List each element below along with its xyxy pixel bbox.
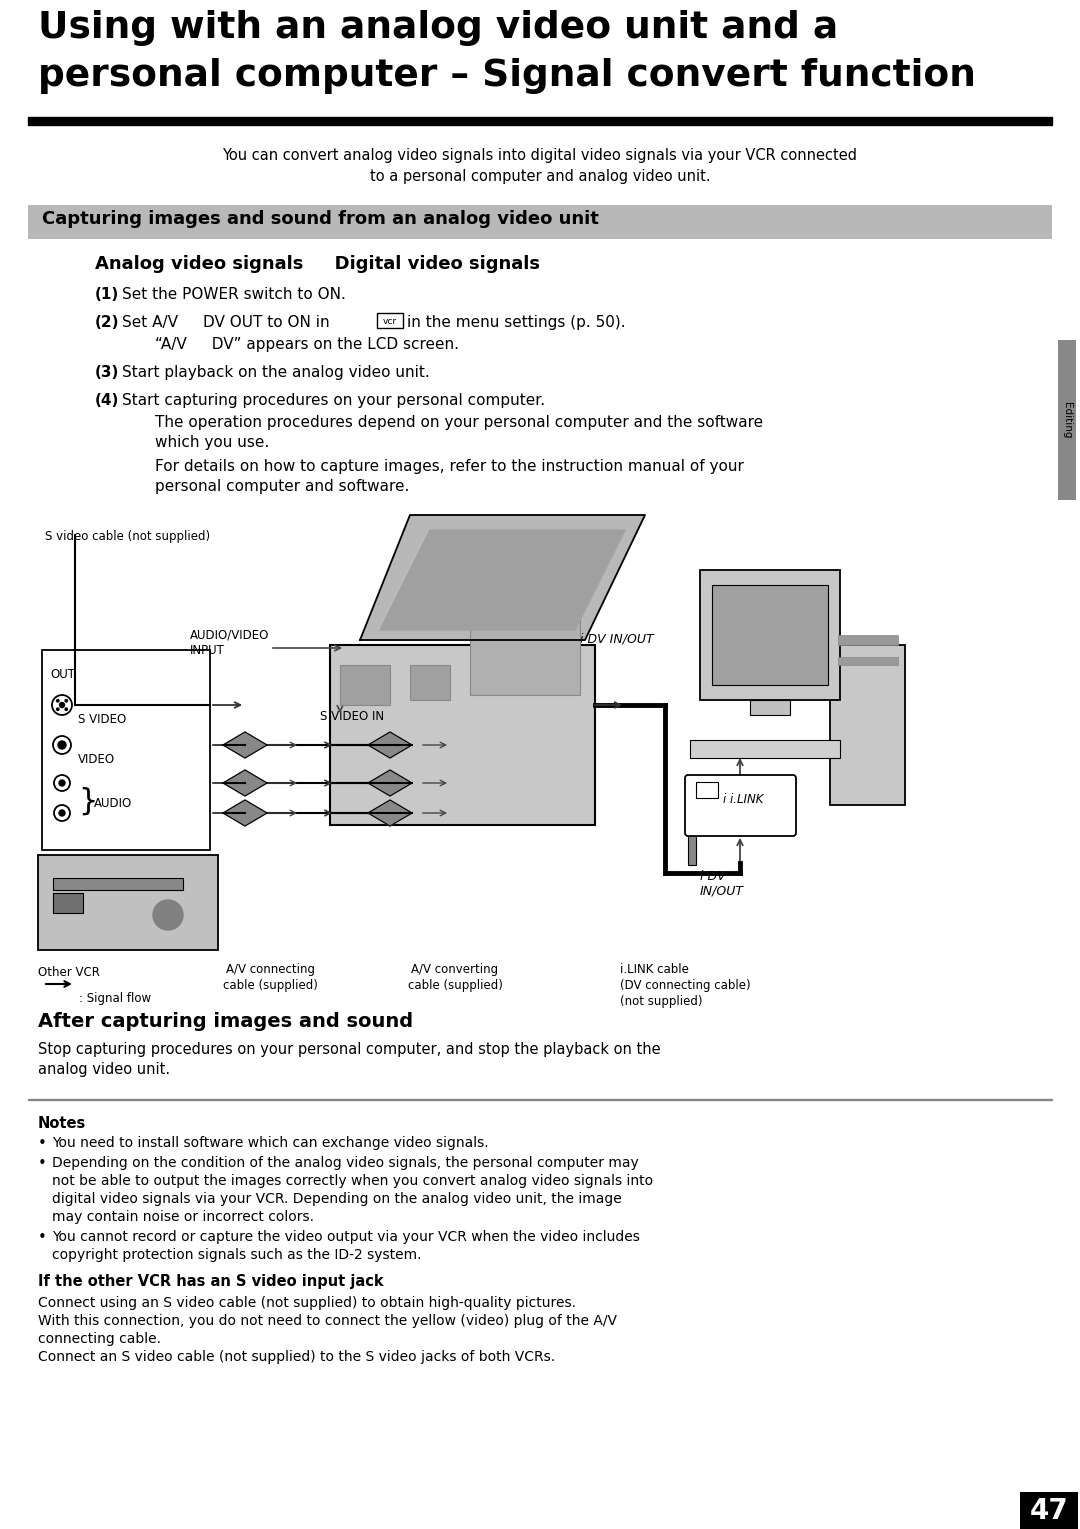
Text: If the other VCR has an S video input jack: If the other VCR has an S video input ja… — [38, 1274, 383, 1289]
Bar — [28, 205, 1052, 239]
Text: i i.LINK: i i.LINK — [723, 794, 764, 806]
Bar — [410, 665, 450, 700]
Polygon shape — [222, 800, 267, 826]
Text: copyright protection signals such as the ID-2 system.: copyright protection signals such as the… — [52, 1248, 421, 1261]
Text: A/V connecting
cable (supplied): A/V connecting cable (supplied) — [222, 963, 318, 992]
Text: }: } — [78, 787, 97, 816]
Bar — [700, 570, 840, 700]
Polygon shape — [222, 771, 267, 797]
Text: : Signal flow: : Signal flow — [79, 992, 151, 1005]
Bar — [53, 893, 83, 913]
Text: vcr: vcr — [383, 317, 397, 326]
Text: not be able to output the images correctly when you convert analog video signals: not be able to output the images correct… — [52, 1174, 653, 1188]
Text: personal computer and software.: personal computer and software. — [156, 479, 409, 494]
Text: S video cable (not supplied): S video cable (not supplied) — [45, 531, 211, 543]
Text: Analog video signals     Digital video signals: Analog video signals Digital video signa… — [95, 255, 540, 274]
Text: Start playback on the analog video unit.: Start playback on the analog video unit. — [122, 365, 430, 381]
Text: personal computer – Signal convert function: personal computer – Signal convert funct… — [38, 58, 976, 93]
Bar — [838, 657, 897, 665]
Text: Other VCR: Other VCR — [38, 966, 99, 979]
Circle shape — [153, 901, 183, 930]
Bar — [831, 645, 905, 804]
Bar — [1020, 1492, 1078, 1529]
Bar — [750, 700, 789, 716]
Bar — [470, 586, 580, 696]
Text: (2): (2) — [95, 315, 120, 330]
Polygon shape — [380, 531, 625, 630]
Text: Start capturing procedures on your personal computer.: Start capturing procedures on your perso… — [122, 393, 545, 408]
Text: Using with an analog video unit and a: Using with an analog video unit and a — [38, 11, 838, 46]
Text: in the menu settings (p. 50).: in the menu settings (p. 50). — [407, 315, 625, 330]
Text: (1): (1) — [95, 287, 119, 303]
Text: Stop capturing procedures on your personal computer, and stop the playback on th: Stop capturing procedures on your person… — [38, 1041, 661, 1057]
Circle shape — [65, 700, 67, 702]
Text: •: • — [38, 1229, 46, 1245]
Bar — [42, 650, 210, 850]
Text: (3): (3) — [95, 365, 120, 381]
Bar — [28, 118, 1052, 125]
Text: 47: 47 — [1029, 1497, 1068, 1524]
Text: Editing: Editing — [1062, 402, 1072, 439]
Text: After capturing images and sound: After capturing images and sound — [38, 1012, 414, 1031]
Polygon shape — [368, 771, 411, 797]
Text: S VIDEO: S VIDEO — [78, 713, 126, 726]
Text: Connect an S video cable (not supplied) to the S video jacks of both VCRs.: Connect an S video cable (not supplied) … — [38, 1350, 555, 1364]
Bar — [53, 878, 183, 890]
Bar — [696, 781, 718, 798]
Text: AUDIO: AUDIO — [94, 797, 132, 810]
Text: For details on how to capture images, refer to the instruction manual of your: For details on how to capture images, re… — [156, 459, 744, 474]
Text: i DV IN/OUT: i DV IN/OUT — [580, 631, 653, 645]
Text: may contain noise or incorrect colors.: may contain noise or incorrect colors. — [52, 1209, 314, 1225]
Text: AUDIO/VIDEO
INPUT: AUDIO/VIDEO INPUT — [190, 628, 269, 657]
Text: S VIDEO IN: S VIDEO IN — [320, 709, 384, 723]
Text: Connect using an S video cable (not supplied) to obtain high-quality pictures.: Connect using an S video cable (not supp… — [38, 1297, 576, 1310]
Text: A/V converting
cable (supplied): A/V converting cable (supplied) — [407, 963, 502, 992]
Circle shape — [59, 780, 65, 786]
Text: i DV
IN/OUT: i DV IN/OUT — [700, 870, 744, 898]
Circle shape — [56, 708, 59, 711]
Text: You need to install software which can exchange video signals.: You need to install software which can e… — [52, 1136, 488, 1150]
Bar — [330, 645, 595, 826]
Bar — [690, 740, 840, 758]
Bar — [838, 635, 897, 645]
Circle shape — [59, 702, 65, 708]
Text: Set the POWER switch to ON.: Set the POWER switch to ON. — [122, 287, 346, 303]
Text: Capturing images and sound from an analog video unit: Capturing images and sound from an analo… — [42, 209, 599, 228]
Bar — [38, 855, 218, 950]
Text: Notes: Notes — [38, 1116, 86, 1131]
Bar — [712, 586, 828, 685]
Bar — [377, 313, 403, 329]
Polygon shape — [368, 732, 411, 758]
Circle shape — [59, 810, 65, 816]
Circle shape — [58, 742, 66, 749]
Text: analog video unit.: analog video unit. — [38, 1063, 171, 1076]
Text: You cannot record or capture the video output via your VCR when the video includ: You cannot record or capture the video o… — [52, 1229, 639, 1245]
Text: OUT: OUT — [50, 668, 75, 680]
Circle shape — [56, 700, 59, 702]
Polygon shape — [368, 800, 411, 826]
FancyBboxPatch shape — [685, 775, 796, 836]
Bar — [1058, 339, 1076, 500]
Text: VIDEO: VIDEO — [78, 752, 116, 766]
Text: You can convert analog video signals into digital video signals via your VCR con: You can convert analog video signals int… — [222, 148, 858, 183]
Text: i.LINK cable
(DV connecting cable)
(not supplied): i.LINK cable (DV connecting cable) (not … — [620, 963, 751, 1008]
Text: (4): (4) — [95, 393, 120, 408]
Bar — [340, 665, 390, 705]
Bar — [688, 830, 696, 865]
Text: •: • — [38, 1136, 46, 1151]
Text: •: • — [38, 1156, 46, 1171]
Text: Set A/V   DV OUT to ON in: Set A/V DV OUT to ON in — [122, 315, 329, 330]
Text: which you use.: which you use. — [156, 434, 269, 450]
Text: connecting cable.: connecting cable. — [38, 1332, 161, 1346]
Text: Depending on the condition of the analog video signals, the personal computer ma: Depending on the condition of the analog… — [52, 1156, 638, 1170]
Polygon shape — [360, 515, 645, 641]
Text: With this connection, you do not need to connect the yellow (video) plug of the : With this connection, you do not need to… — [38, 1313, 617, 1329]
Text: “A/V   DV” appears on the LCD screen.: “A/V DV” appears on the LCD screen. — [156, 336, 459, 352]
Text: digital video signals via your VCR. Depending on the analog video unit, the imag: digital video signals via your VCR. Depe… — [52, 1193, 622, 1206]
Text: The operation procedures depend on your personal computer and the software: The operation procedures depend on your … — [156, 414, 764, 430]
Circle shape — [65, 708, 67, 711]
Polygon shape — [222, 732, 267, 758]
